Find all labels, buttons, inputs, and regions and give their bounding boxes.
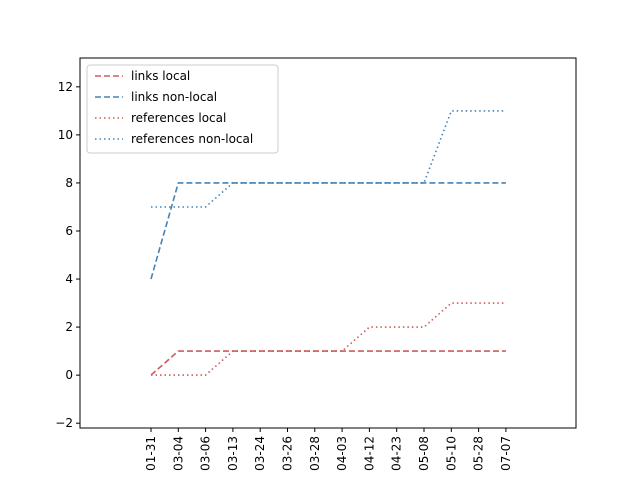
y-tick-label: 2 [65,320,73,334]
x-tick-label: 04-03 [335,436,349,471]
x-axis: 01-31 03-04 03-06 03-13 03-24 03-26 03-28 04-03… [144,428,513,471]
x-tick-label: 01-31 [144,436,158,471]
x-tick-label: 03-24 [253,436,267,471]
x-tick-label: 04-23 [390,436,404,471]
x-tick-label: 05-28 [472,436,486,471]
y-tick-label: 10 [58,128,73,142]
legend-label: links non-local [131,90,217,104]
x-tick-label: 07-07 [499,436,513,471]
legend-label: links local [131,69,190,83]
legend: links local links non-local references loc… [86,64,279,154]
x-tick-label: 03-06 [199,436,213,471]
y-axis: −2 0 2 4 6 8 10 12 [55,80,80,430]
series-line-2 [150,182,506,280]
series-line-1 [150,350,506,376]
y-tick-label: 0 [65,368,73,382]
x-tick-label: 03-13 [226,436,240,471]
series-layer [150,110,506,376]
x-tick-label: 03-28 [308,436,322,471]
x-tick-label: 03-04 [171,436,185,471]
y-tick-label: 6 [65,224,73,238]
y-tick-label: −2 [55,416,73,430]
legend-label: references non-local [131,132,253,146]
x-tick-label: 05-08 [417,436,431,471]
y-tick-label: 8 [65,176,73,190]
x-tick-label: 04-12 [362,436,376,471]
legend-box [86,64,279,154]
x-tick-label: 03-26 [281,436,295,471]
y-tick-label: 4 [65,272,73,286]
legend-label: references local [131,111,226,125]
x-tick-label: 05-10 [444,436,458,471]
y-tick-label: 12 [58,80,73,94]
plot-frame [79,57,577,429]
